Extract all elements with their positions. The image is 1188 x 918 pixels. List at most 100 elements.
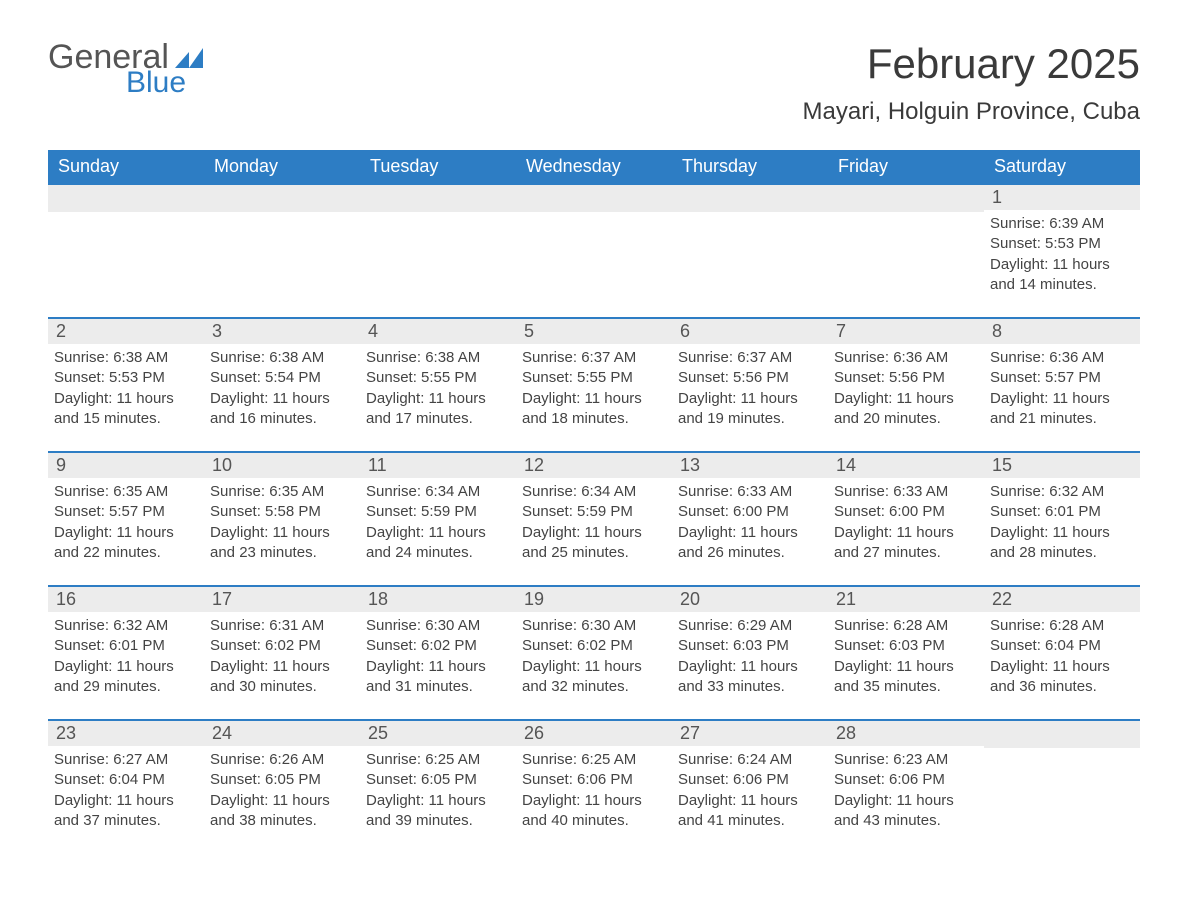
day-sunset: Sunset: 5:59 PM	[366, 502, 510, 522]
day-sunset: Sunset: 6:02 PM	[210, 636, 354, 656]
day-number: 20	[672, 587, 828, 612]
day-body: Sunrise: 6:29 AMSunset: 6:03 PMDaylight:…	[672, 612, 828, 705]
day-number: 22	[984, 587, 1140, 612]
day-cell: 1Sunrise: 6:39 AMSunset: 5:53 PMDaylight…	[984, 185, 1140, 305]
day-body: Sunrise: 6:37 AMSunset: 5:55 PMDaylight:…	[516, 344, 672, 437]
day-sunset: Sunset: 6:01 PM	[54, 636, 198, 656]
day-sunset: Sunset: 6:00 PM	[678, 502, 822, 522]
day-sunset: Sunset: 5:58 PM	[210, 502, 354, 522]
day-cell: 8Sunrise: 6:36 AMSunset: 5:57 PMDaylight…	[984, 319, 1140, 439]
day-cell	[48, 185, 204, 305]
day-body: Sunrise: 6:28 AMSunset: 6:04 PMDaylight:…	[984, 612, 1140, 705]
day-cell: 10Sunrise: 6:35 AMSunset: 5:58 PMDayligh…	[204, 453, 360, 573]
day-daylight1: Daylight: 11 hours	[366, 389, 510, 409]
calendar: Sunday Monday Tuesday Wednesday Thursday…	[48, 150, 1140, 841]
day-number	[984, 721, 1140, 748]
day-sunrise: Sunrise: 6:34 AM	[522, 482, 666, 502]
day-sunrise: Sunrise: 6:34 AM	[366, 482, 510, 502]
page-header: General Blue February 2025 Mayari, Holgu…	[48, 40, 1140, 126]
day-daylight2: and 17 minutes.	[366, 409, 510, 429]
day-sunset: Sunset: 5:53 PM	[54, 368, 198, 388]
day-number: 21	[828, 587, 984, 612]
day-sunrise: Sunrise: 6:33 AM	[834, 482, 978, 502]
day-cell: 4Sunrise: 6:38 AMSunset: 5:55 PMDaylight…	[360, 319, 516, 439]
day-number: 3	[204, 319, 360, 344]
day-daylight1: Daylight: 11 hours	[210, 791, 354, 811]
day-daylight1: Daylight: 11 hours	[366, 657, 510, 677]
day-body: Sunrise: 6:33 AMSunset: 6:00 PMDaylight:…	[828, 478, 984, 571]
day-sunrise: Sunrise: 6:37 AM	[678, 348, 822, 368]
day-daylight1: Daylight: 11 hours	[834, 791, 978, 811]
day-number: 17	[204, 587, 360, 612]
day-daylight1: Daylight: 11 hours	[990, 389, 1134, 409]
day-sunset: Sunset: 5:54 PM	[210, 368, 354, 388]
day-daylight2: and 36 minutes.	[990, 677, 1134, 697]
day-daylight2: and 28 minutes.	[990, 543, 1134, 563]
weekday-header: Friday	[828, 150, 984, 183]
day-sunset: Sunset: 5:55 PM	[522, 368, 666, 388]
day-daylight2: and 33 minutes.	[678, 677, 822, 697]
day-cell	[984, 721, 1140, 841]
weekday-header: Thursday	[672, 150, 828, 183]
day-number: 16	[48, 587, 204, 612]
week-row: 9Sunrise: 6:35 AMSunset: 5:57 PMDaylight…	[48, 451, 1140, 573]
day-sunrise: Sunrise: 6:31 AM	[210, 616, 354, 636]
day-body: Sunrise: 6:31 AMSunset: 6:02 PMDaylight:…	[204, 612, 360, 705]
day-daylight2: and 15 minutes.	[54, 409, 198, 429]
day-number: 14	[828, 453, 984, 478]
week-row: 23Sunrise: 6:27 AMSunset: 6:04 PMDayligh…	[48, 719, 1140, 841]
day-number	[672, 185, 828, 212]
day-sunset: Sunset: 6:00 PM	[834, 502, 978, 522]
day-daylight2: and 29 minutes.	[54, 677, 198, 697]
day-number: 1	[984, 185, 1140, 210]
day-body: Sunrise: 6:32 AMSunset: 6:01 PMDaylight:…	[48, 612, 204, 705]
day-daylight1: Daylight: 11 hours	[990, 657, 1134, 677]
day-number: 10	[204, 453, 360, 478]
day-number: 24	[204, 721, 360, 746]
day-body: Sunrise: 6:24 AMSunset: 6:06 PMDaylight:…	[672, 746, 828, 839]
day-number: 2	[48, 319, 204, 344]
day-daylight1: Daylight: 11 hours	[678, 657, 822, 677]
day-daylight2: and 38 minutes.	[210, 811, 354, 831]
day-cell	[204, 185, 360, 305]
day-cell	[828, 185, 984, 305]
day-daylight2: and 22 minutes.	[54, 543, 198, 563]
day-sunset: Sunset: 6:01 PM	[990, 502, 1134, 522]
day-number: 27	[672, 721, 828, 746]
day-daylight2: and 21 minutes.	[990, 409, 1134, 429]
day-sunrise: Sunrise: 6:23 AM	[834, 750, 978, 770]
day-sunset: Sunset: 5:56 PM	[834, 368, 978, 388]
day-sunrise: Sunrise: 6:30 AM	[366, 616, 510, 636]
day-sunrise: Sunrise: 6:37 AM	[522, 348, 666, 368]
day-sunset: Sunset: 6:06 PM	[834, 770, 978, 790]
day-sunrise: Sunrise: 6:32 AM	[54, 616, 198, 636]
day-daylight2: and 27 minutes.	[834, 543, 978, 563]
weekday-header-row: Sunday Monday Tuesday Wednesday Thursday…	[48, 150, 1140, 183]
day-body: Sunrise: 6:38 AMSunset: 5:54 PMDaylight:…	[204, 344, 360, 437]
day-cell	[360, 185, 516, 305]
day-cell: 2Sunrise: 6:38 AMSunset: 5:53 PMDaylight…	[48, 319, 204, 439]
day-sunrise: Sunrise: 6:33 AM	[678, 482, 822, 502]
day-daylight2: and 30 minutes.	[210, 677, 354, 697]
day-cell: 27Sunrise: 6:24 AMSunset: 6:06 PMDayligh…	[672, 721, 828, 841]
day-number: 13	[672, 453, 828, 478]
day-number	[360, 185, 516, 212]
day-sunrise: Sunrise: 6:25 AM	[522, 750, 666, 770]
day-daylight1: Daylight: 11 hours	[210, 389, 354, 409]
day-number	[516, 185, 672, 212]
day-cell: 17Sunrise: 6:31 AMSunset: 6:02 PMDayligh…	[204, 587, 360, 707]
day-cell: 19Sunrise: 6:30 AMSunset: 6:02 PMDayligh…	[516, 587, 672, 707]
day-daylight1: Daylight: 11 hours	[834, 657, 978, 677]
day-sunset: Sunset: 6:02 PM	[522, 636, 666, 656]
day-daylight2: and 19 minutes.	[678, 409, 822, 429]
day-daylight1: Daylight: 11 hours	[522, 791, 666, 811]
day-cell	[672, 185, 828, 305]
day-daylight2: and 31 minutes.	[366, 677, 510, 697]
day-body: Sunrise: 6:37 AMSunset: 5:56 PMDaylight:…	[672, 344, 828, 437]
day-daylight2: and 23 minutes.	[210, 543, 354, 563]
day-cell: 14Sunrise: 6:33 AMSunset: 6:00 PMDayligh…	[828, 453, 984, 573]
day-number: 25	[360, 721, 516, 746]
day-cell: 15Sunrise: 6:32 AMSunset: 6:01 PMDayligh…	[984, 453, 1140, 573]
day-sunrise: Sunrise: 6:35 AM	[210, 482, 354, 502]
day-cell: 25Sunrise: 6:25 AMSunset: 6:05 PMDayligh…	[360, 721, 516, 841]
